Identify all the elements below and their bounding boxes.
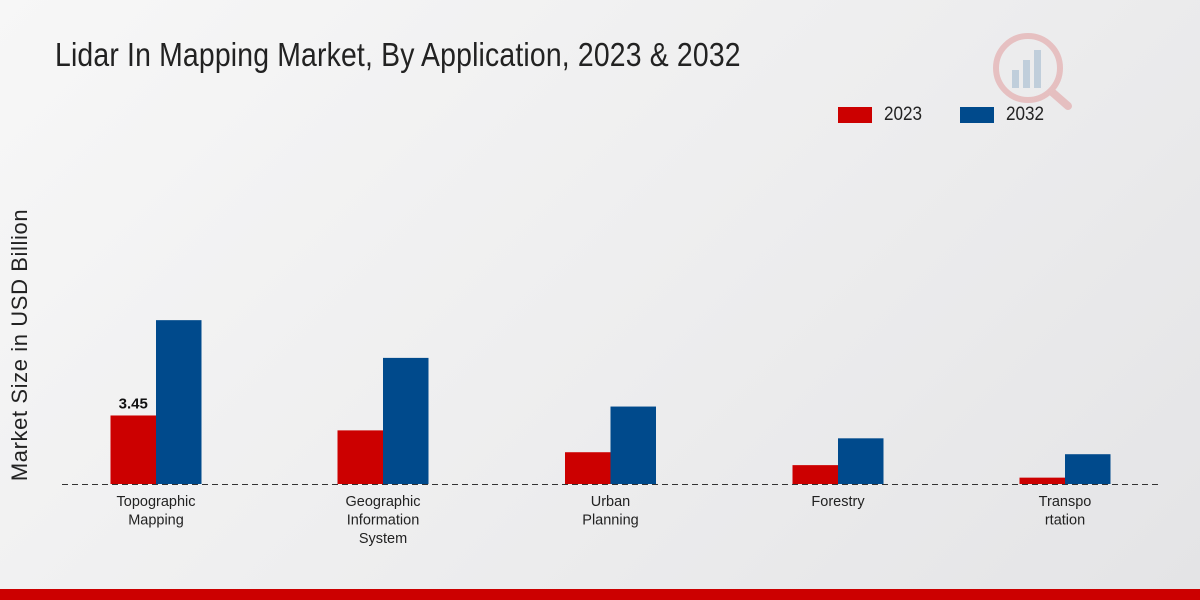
x-tick-label-line: Mapping [128, 513, 184, 529]
bar-2023-1 [337, 430, 383, 484]
bar-2023-4 [1019, 477, 1065, 484]
x-tick-label-line: Urban [591, 494, 631, 510]
x-tick-label-line: Geographic [346, 494, 421, 510]
legend-item-2023: 2023 [838, 104, 926, 126]
x-tick-label-line: Transpo [1039, 494, 1092, 510]
watermark-logo-icon [993, 33, 1072, 110]
x-tick-label-line: Information [347, 513, 420, 529]
legend-label-2032: 2032 [1006, 104, 1045, 125]
bar-2032-2 [610, 406, 656, 484]
bar-2032-1 [383, 357, 429, 484]
x-tick-label-line: System [359, 531, 407, 547]
bar-2032-4 [1065, 454, 1111, 484]
bar-2032-3 [838, 438, 884, 484]
legend-swatch-2023 [838, 107, 872, 123]
x-tick-label-line: rtation [1045, 513, 1085, 529]
legend-label-2023: 2023 [884, 104, 923, 125]
x-tick-label-line: Forestry [811, 494, 865, 510]
x-tick-label-line: Planning [582, 513, 638, 529]
bar-2032-0 [156, 320, 202, 484]
data-label: 3.45 [119, 395, 148, 412]
x-tick-label: Forestry [811, 494, 865, 510]
x-tick-label: Topographic Mapping [117, 494, 196, 529]
legend-swatch-2032 [960, 107, 995, 123]
legend: 2023 2032 [838, 104, 1083, 126]
footer-accent-bar [0, 589, 1200, 600]
x-tick-label-line: Topographic [117, 494, 196, 510]
bar-2023-0 [110, 415, 156, 484]
bar-2023-2 [565, 452, 611, 484]
x-tick-label: Urban Planning [582, 494, 638, 529]
legend-item-2032: 2032 [960, 104, 1048, 126]
chart-title: Lidar In Mapping Market, By Application,… [55, 36, 741, 73]
x-tick-label: Transpo rtation [1039, 494, 1092, 529]
x-tick-label: Geographic Information System [346, 494, 421, 547]
bar-2023-3 [792, 465, 838, 484]
